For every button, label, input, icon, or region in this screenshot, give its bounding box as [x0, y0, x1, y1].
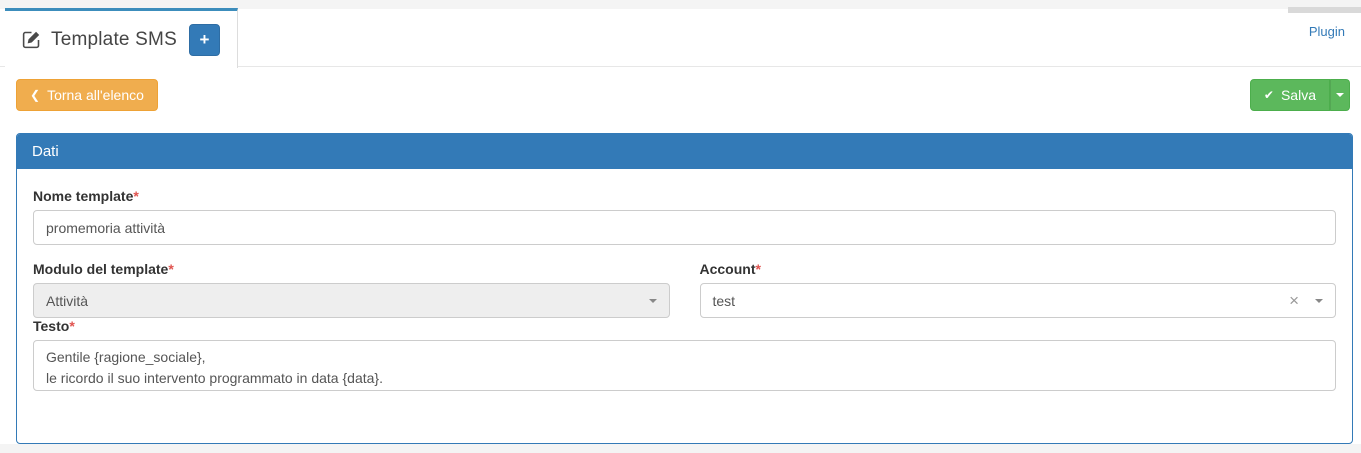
plugin-link[interactable]: Plugin — [1308, 24, 1345, 39]
account-label: Account* — [700, 261, 1337, 277]
save-label: Salva — [1280, 87, 1316, 103]
edit-icon — [21, 29, 42, 50]
account-select-controls: × — [1289, 292, 1323, 309]
nome-template-label: Nome template* — [33, 188, 1336, 204]
dati-panel: Dati Nome template* Modulo del template* — [16, 133, 1353, 444]
required-asterisk: * — [168, 261, 174, 277]
back-to-list-button[interactable]: ❮ Torna all'elenco — [16, 79, 158, 111]
tab-template-sms[interactable]: Template SMS + — [5, 8, 238, 68]
panel-body: Nome template* Modulo del template* Atti… — [17, 169, 1352, 427]
modulo-template-label: Modulo del template* — [33, 261, 670, 277]
clear-selection-icon[interactable]: × — [1289, 291, 1299, 310]
account-group: Account* test × — [699, 261, 1337, 318]
caret-down-icon[interactable] — [1315, 298, 1323, 303]
modulo-template-value: Attività — [46, 292, 89, 309]
testo-textarea[interactable]: Gentile {ragione_sociale}, le ricordo il… — [33, 340, 1336, 391]
required-asterisk: * — [69, 318, 75, 334]
chevron-left-icon: ❮ — [30, 88, 41, 102]
nome-template-label-text: Nome template — [33, 188, 134, 204]
caret-down-icon — [1336, 93, 1344, 97]
account-label-text: Account — [699, 261, 756, 277]
save-dropdown-toggle[interactable] — [1330, 79, 1350, 111]
horizontal-scrollbar-thumb[interactable] — [1288, 7, 1361, 13]
required-asterisk: * — [755, 261, 761, 277]
modulo-template-select: Attività — [33, 283, 670, 318]
account-value: test — [712, 292, 736, 309]
modulo-template-group: Modulo del template* Attività — [33, 261, 670, 318]
form-row: Modulo del template* Attività Account* t… — [33, 261, 1336, 318]
modulo-template-label-text: Modulo del template — [33, 261, 169, 277]
content-sheet: Template SMS + Plugin ❮ Torna all'elenco… — [0, 7, 1361, 444]
save-button-group: ✔ Salva — [1249, 79, 1350, 111]
toolbar: ❮ Torna all'elenco ✔ Salva — [0, 67, 1361, 121]
account-select[interactable]: test × — [699, 283, 1336, 318]
testo-group: Testo* Gentile {ragione_sociale}, le ric… — [33, 318, 1336, 396]
testo-label-text: Testo — [33, 318, 70, 334]
nome-template-input[interactable] — [33, 210, 1336, 245]
page-title: Template SMS — [51, 28, 177, 50]
nome-template-group: Nome template* — [33, 188, 1336, 245]
save-button[interactable]: ✔ Salva — [1249, 79, 1330, 111]
add-template-button[interactable]: + — [188, 23, 220, 56]
back-to-list-label: Torna all'elenco — [47, 87, 144, 103]
panel-title: Dati — [17, 134, 1352, 169]
required-asterisk: * — [133, 188, 139, 204]
caret-down-icon — [648, 298, 657, 303]
check-icon: ✔ — [1263, 88, 1274, 102]
testo-label: Testo* — [33, 318, 1336, 334]
tab-bar: Template SMS + Plugin — [0, 7, 1361, 68]
